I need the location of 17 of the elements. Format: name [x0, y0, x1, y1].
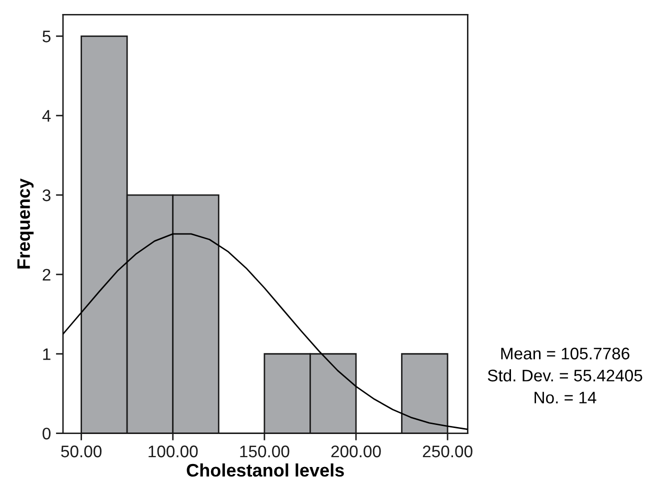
text: Std. Dev. = 55.42405 [488, 369, 642, 382]
y-tick-label: 5 [42, 30, 50, 42]
y-tick-label: 2 [42, 268, 50, 280]
y-axis-title: Frequency [17, 178, 34, 268]
y-tick-label: 1 [43, 348, 50, 360]
text: No. = 14 [534, 392, 596, 404]
x-tick-label: 50.00 [61, 446, 102, 458]
x-tick-label: 200.00 [331, 446, 381, 458]
y-tick-label: 4 [42, 110, 51, 122]
x-tick-label: 100.00 [148, 446, 198, 458]
text: Mean = 105.7786 [501, 348, 630, 360]
y-tick-label: 0 [42, 428, 51, 440]
y-tick-label: 3 [42, 189, 50, 202]
x-axis-title: Cholestanol levels [186, 463, 344, 477]
x-tick-label: 250.00 [422, 446, 472, 458]
x-tick-label: 150.00 [240, 446, 290, 458]
line-series [63, 233, 468, 430]
